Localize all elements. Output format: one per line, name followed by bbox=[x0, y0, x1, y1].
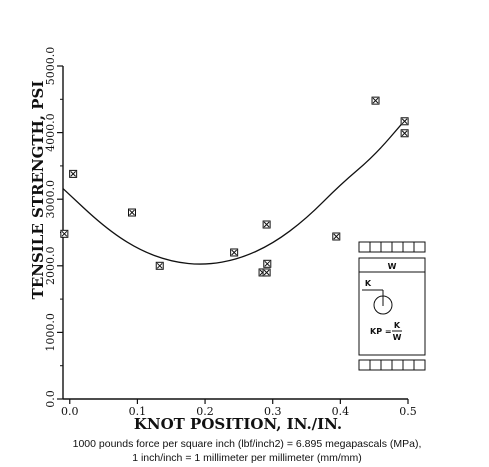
knot-position-inset: W K KP = K W bbox=[358, 241, 426, 371]
data-point bbox=[262, 268, 271, 277]
inset-formula-numerator: K bbox=[394, 321, 401, 330]
data-point-cross-b bbox=[129, 209, 135, 216]
data-point-cross-b bbox=[61, 230, 68, 237]
fit-curve bbox=[62, 120, 406, 265]
data-point bbox=[400, 117, 409, 126]
y-tick-label: 2000.0 bbox=[44, 247, 57, 286]
data-point-cross-b bbox=[231, 249, 238, 256]
plot-frame bbox=[62, 66, 408, 400]
inset-width-label: W bbox=[388, 262, 397, 271]
y-tick-label: 0.0 bbox=[44, 390, 57, 408]
y-tick-label: 1000.0 bbox=[44, 313, 57, 352]
inset-k-label: K bbox=[365, 279, 372, 288]
data-point bbox=[155, 261, 164, 270]
inset-formula: KP = bbox=[370, 327, 392, 336]
data-point-cross-b bbox=[401, 118, 408, 125]
data-point bbox=[128, 208, 136, 217]
data-point bbox=[400, 129, 409, 138]
data-point-cross-b bbox=[264, 260, 271, 267]
data-point-cross-b bbox=[263, 221, 270, 228]
data-point-cross-b bbox=[333, 233, 340, 240]
data-point-cross-b bbox=[372, 97, 379, 104]
data-point-cross-b bbox=[401, 130, 408, 137]
data-point bbox=[69, 169, 78, 178]
x-tick-label: 0.1 bbox=[129, 405, 147, 418]
data-point bbox=[60, 229, 69, 238]
y-axis-title: TENSILE STRENGTH, PSI bbox=[29, 81, 47, 300]
y-tick-label: 4000.0 bbox=[44, 113, 57, 152]
data-point bbox=[262, 220, 271, 229]
x-tick-label: 0.4 bbox=[332, 405, 350, 418]
data-point-cross-b bbox=[156, 262, 163, 269]
x-tick-label: 0.3 bbox=[264, 405, 282, 418]
data-points bbox=[60, 96, 409, 277]
data-point-cross-b bbox=[70, 171, 77, 177]
x-tick-label: 0.5 bbox=[399, 405, 417, 418]
inset-specimen bbox=[358, 257, 426, 356]
inset-bottom-clamp bbox=[358, 359, 426, 371]
x-axis-ticks: 0.0 0.1 0.2 0.3 0.4 0.5 bbox=[61, 399, 417, 418]
x-tick-label: 0.0 bbox=[61, 405, 79, 418]
y-axis-ticks: 0.0 1000.0 2000.0 3000.0 4000.0 5000.0 bbox=[44, 47, 63, 408]
footnote-line-1: 1000 pounds force per square inch (lbf/i… bbox=[73, 438, 422, 450]
data-point-cross-b bbox=[263, 269, 270, 276]
y-tick-label: 3000.0 bbox=[44, 180, 57, 219]
data-point bbox=[230, 248, 239, 257]
fit-curve-group bbox=[62, 120, 406, 265]
footnote-line-2: 1 inch/inch = 1 millimeter per millimete… bbox=[132, 452, 362, 464]
inset-formula-denominator: W bbox=[393, 333, 402, 342]
data-point bbox=[371, 96, 380, 105]
y-tick-label: 5000.0 bbox=[44, 47, 57, 86]
data-point bbox=[263, 259, 272, 268]
inset-top-clamp bbox=[358, 241, 426, 253]
x-tick-label: 0.2 bbox=[196, 405, 214, 418]
x-axis-title: KNOT POSITION, IN./IN. bbox=[134, 415, 342, 433]
data-point bbox=[332, 232, 341, 241]
